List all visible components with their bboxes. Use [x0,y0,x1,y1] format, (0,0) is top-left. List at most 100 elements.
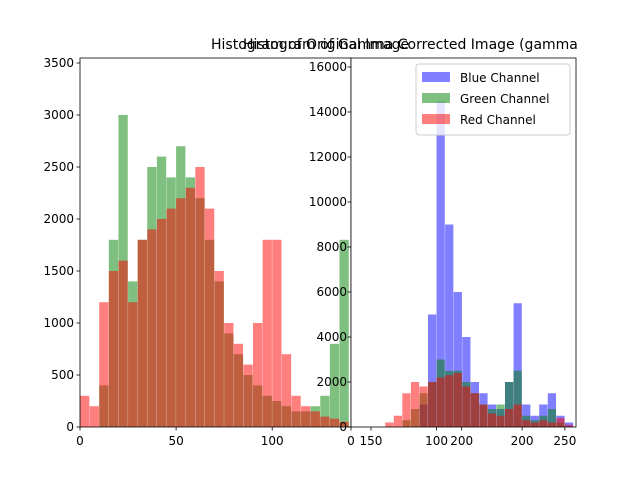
histogram-bar [329,418,340,427]
histogram-bar [462,386,471,427]
histogram-bar [427,382,437,427]
y-tick-label: 2500 [43,160,74,174]
x-tick-label: 200 [511,434,534,448]
histogram-bar [301,406,311,427]
y-tick-label: 1000 [43,316,74,330]
histogram-bar [80,395,90,427]
histogram-bar [402,393,411,427]
histogram-bar [176,198,186,427]
legend-box [415,63,571,136]
histogram-bar [427,314,437,427]
histogram-bar [339,239,349,427]
histogram-bar [487,413,497,427]
y-tick-label: 500 [51,368,74,382]
histogram-bar [128,302,138,427]
legend-swatch [422,72,450,82]
histogram-bar [547,409,557,427]
y-tick-label: 8000 [316,240,347,254]
histogram-bar [252,322,263,427]
x-tick-label: 250 [553,434,576,448]
histogram-bar [156,218,167,427]
histogram-bar [436,100,445,427]
histogram-bar [214,270,224,427]
histogram-bar [496,415,505,427]
y-tick-label: 16000 [309,60,347,74]
histogram-bar [329,343,340,427]
legend-label: Green Channel [460,92,549,106]
y-tick-label: 0 [339,420,347,434]
histogram-bar [385,422,394,427]
histogram-bar [513,303,522,427]
plot-area [385,100,574,427]
histogram-bar [320,416,330,427]
histogram-bar [530,422,539,427]
y-tick-label: 0 [66,420,74,434]
histogram-bar [393,415,403,427]
y-tick-label: 12000 [309,150,347,164]
histogram-bar [410,382,420,427]
histogram-bar [445,224,454,427]
histogram-bar [504,409,514,427]
legend-swatch [422,114,450,124]
histogram-bar [262,239,272,427]
histogram-bar [118,260,128,427]
histogram-bar [556,418,565,427]
histogram-bar [204,208,215,427]
y-tick-label: 3000 [43,108,74,122]
histogram-bar [453,373,462,427]
histogram-bar [436,377,445,427]
x-tick-label: 150 [360,434,383,448]
histogram-bar [224,322,234,427]
x-tick-label: 0 [347,434,355,448]
histogram-bar [137,239,147,427]
chart-title: Histogram of Gamma Corrected Image (gamm… [243,37,578,53]
histogram-bar [504,382,514,427]
histogram-bar [147,229,157,427]
histogram-bar [310,411,320,427]
histogram-bar [513,370,522,427]
histogram-bar [195,166,205,427]
y-tick-label: 1500 [43,264,74,278]
x-tick-label: 100 [425,434,448,448]
histogram-bar [166,208,176,427]
histogram-bar [539,420,548,427]
histogram-bar [547,422,557,427]
histogram-bar [479,404,488,427]
histogram-bar [522,420,531,427]
histogram-bar [470,393,480,427]
histogram-bar [89,406,99,427]
histogram-bar [564,424,574,427]
histogram-bar [272,239,282,427]
histogram-bar [339,421,349,427]
histogram-bar [233,343,244,427]
y-tick-label: 14000 [309,105,347,119]
axes-frame [350,57,577,428]
histogram-bar [445,375,454,427]
y-tick-label: 2000 [43,212,74,226]
y-tick-label: 2000 [316,375,347,389]
histogram-bar [243,364,253,427]
y-tick-label: 4000 [316,330,347,344]
histogram-bar [108,270,119,427]
x-tick-label: 200 [450,434,473,448]
legend-label: Red Channel [460,113,536,127]
y-tick-label: 10000 [309,195,347,209]
y-tick-label: 6000 [316,285,347,299]
histogram-bar [513,404,522,427]
x-tick-label: 0 [76,434,84,448]
legend-label: Blue Channel [460,71,540,85]
histogram-bar [99,302,109,427]
chart-title: Histogram of Original Image [211,37,409,53]
legend-swatch [422,93,450,103]
x-tick-label: 100 [261,434,284,448]
plot-area [80,114,349,428]
y-tick-label: 3500 [43,56,74,70]
histogram-bar [281,354,292,427]
x-tick-label: 50 [168,434,183,448]
histogram-bar [419,386,428,427]
histogram-bar [291,395,301,427]
histogram-bar [320,395,330,427]
histogram-bar [185,187,196,427]
histogram-bar [453,292,462,427]
